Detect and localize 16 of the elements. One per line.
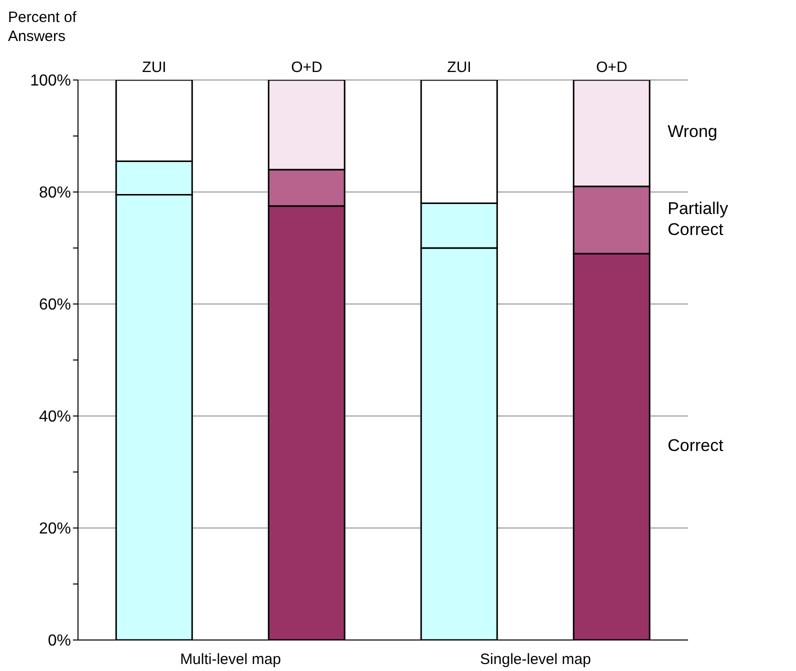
y-tick-label: 40%: [38, 408, 71, 426]
y-tick-label: 80%: [38, 184, 71, 202]
y-axis-title: Percent of Answers: [8, 8, 78, 46]
x-tick-label: ZUI: [447, 59, 472, 76]
series-label: Partially Correct: [668, 199, 729, 240]
x-tick-label: O+D: [596, 59, 628, 76]
text: Multi-level map: [180, 651, 281, 668]
y-tick-label: 0%: [48, 632, 71, 650]
x-tick-label: ZUI: [142, 59, 166, 76]
y-tick-label: 100%: [30, 72, 71, 90]
series-label: Wrong: [668, 122, 718, 142]
y-tick-label: 60%: [38, 296, 71, 314]
series-label: Correct: [668, 436, 724, 456]
y-tick-label: 20%: [38, 520, 71, 538]
text: Single-level map: [480, 651, 591, 668]
x-tick-label: O+D: [291, 59, 323, 76]
